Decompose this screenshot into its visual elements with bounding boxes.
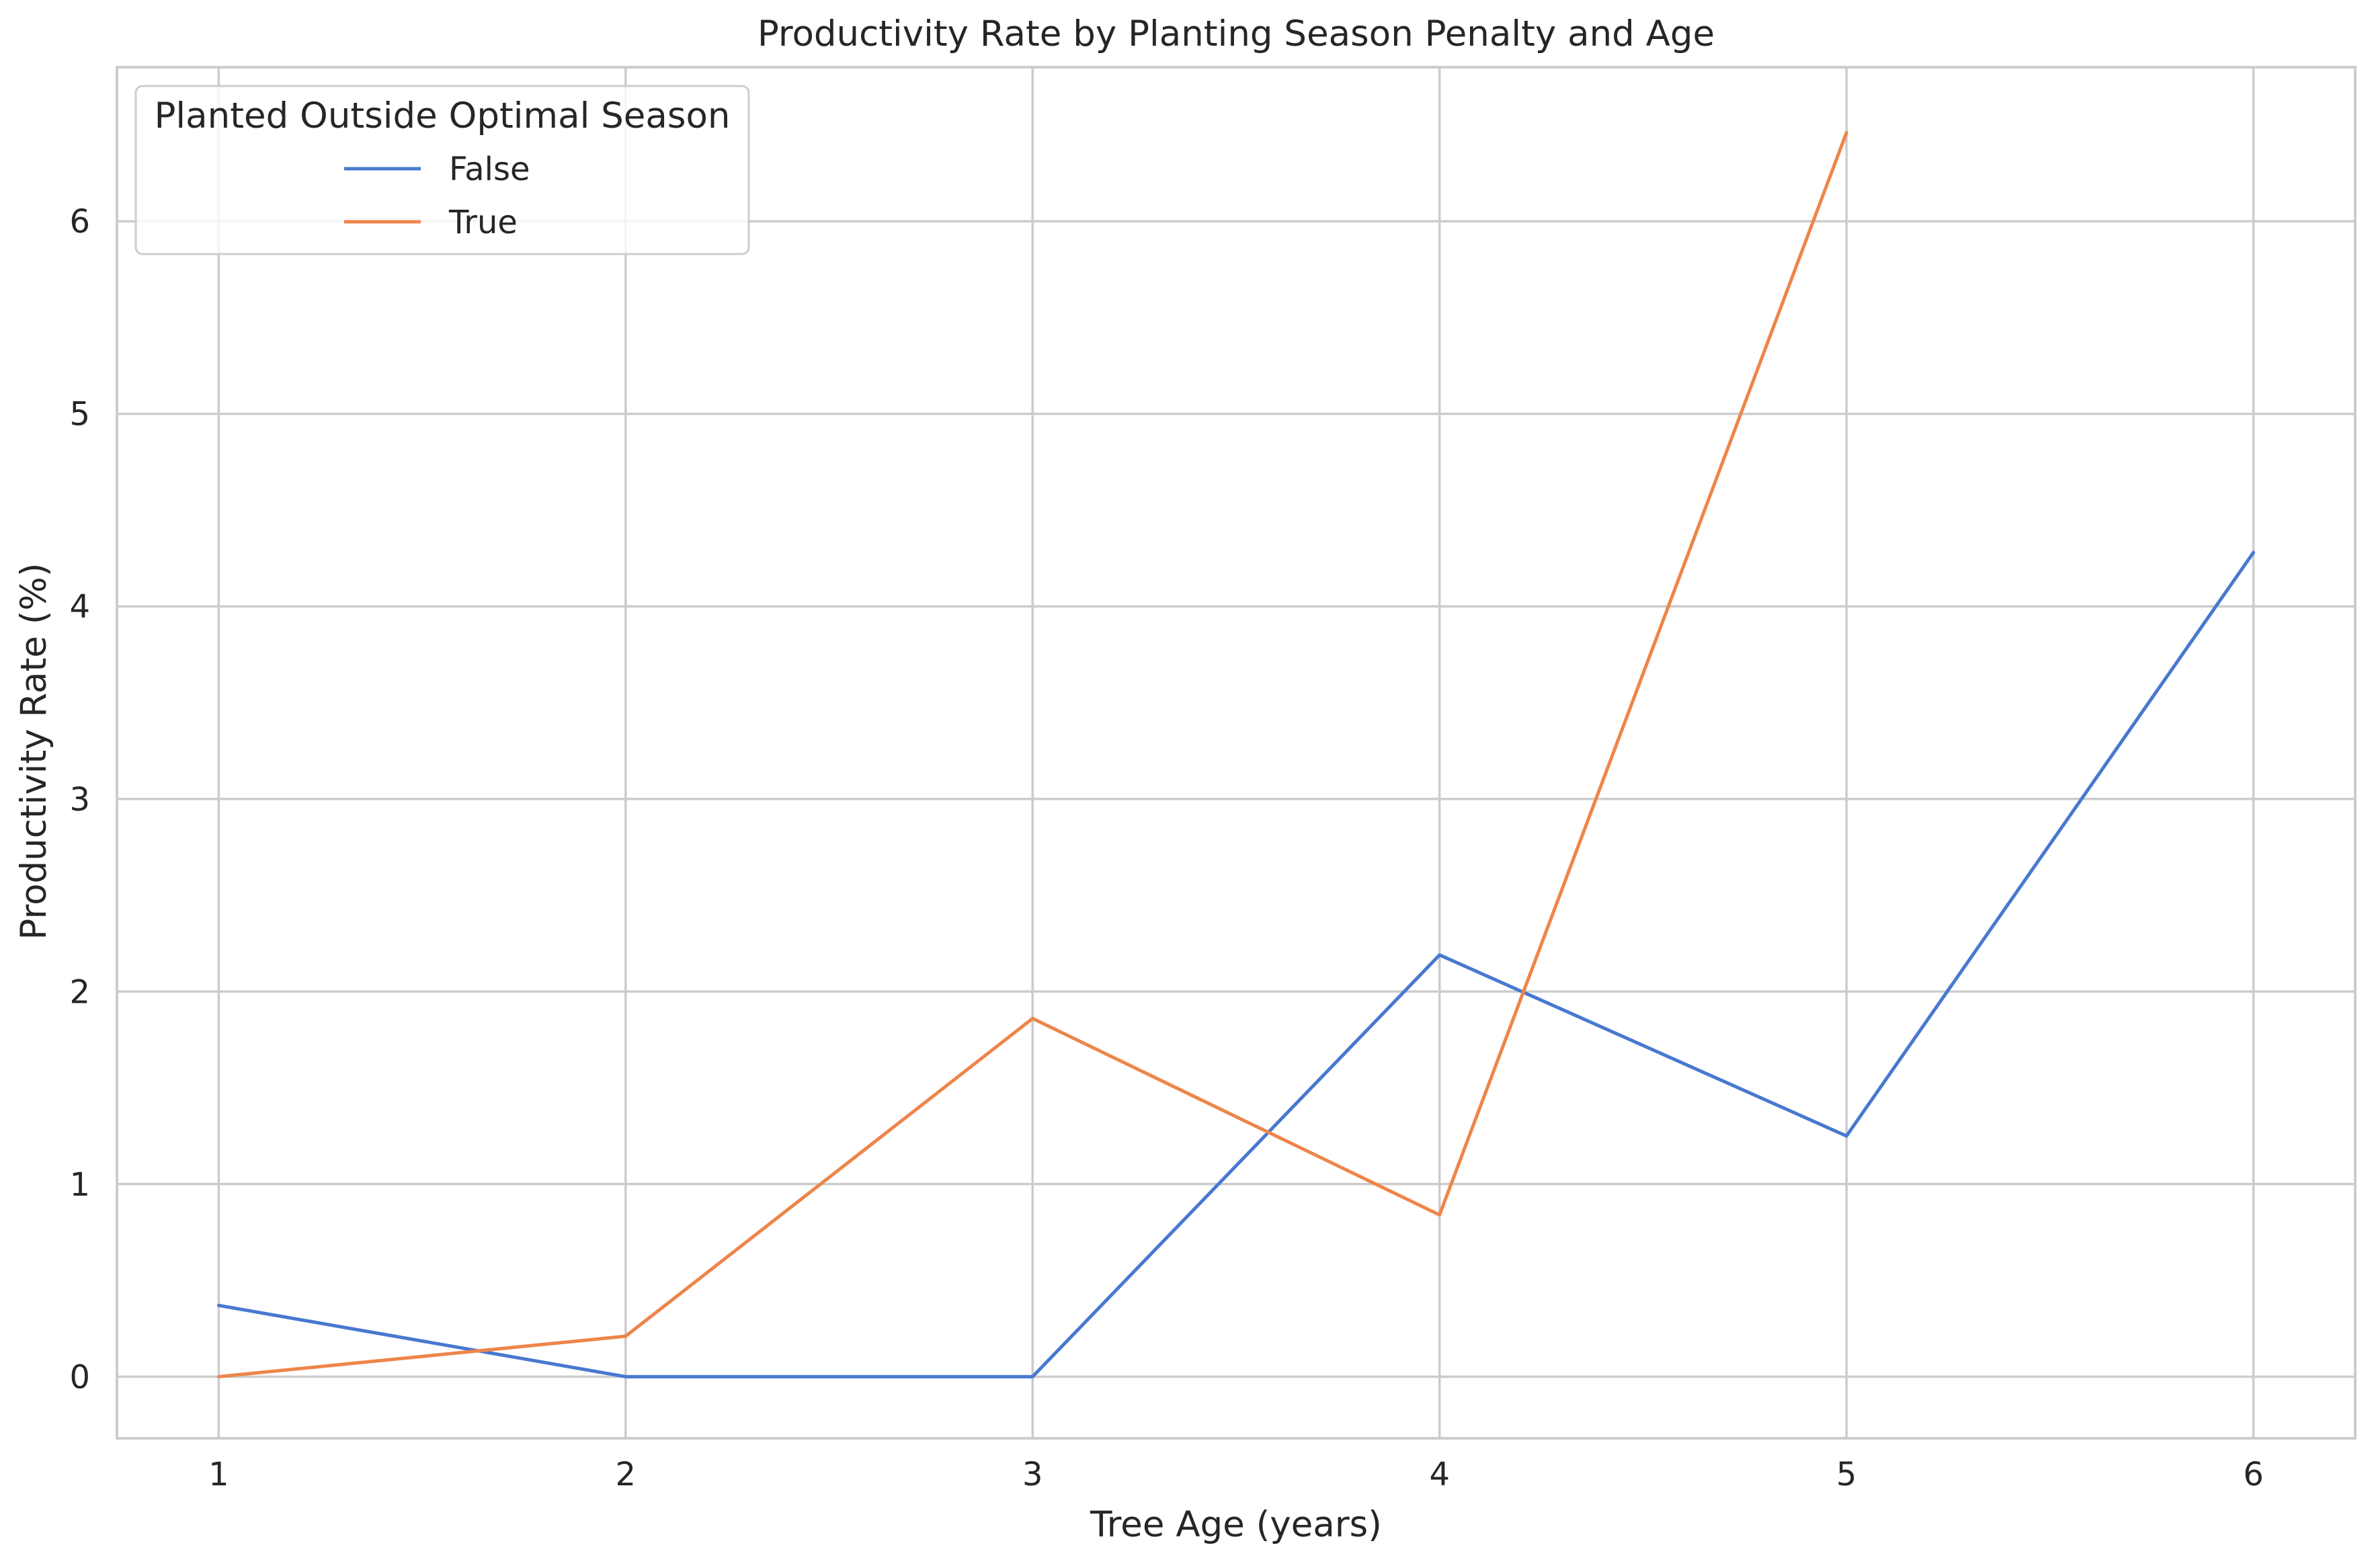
legend-box [134,85,750,255]
legend: Planted Outside Optimal Season False Tru… [134,85,750,255]
chart-title: Productivity Rate by Planting Season Pen… [758,13,1715,54]
x-axis-title: Tree Age (years) [1090,1504,1382,1545]
plot-frame [116,66,2357,1440]
y-tick-label: 4 [69,588,90,626]
series-layer [216,130,2256,1378]
legend-label-true: True [448,204,518,241]
x-tick-label: 5 [1836,1456,1857,1493]
series-line-false [216,550,2256,1378]
legend-title: Planted Outside Optimal Season [154,95,730,136]
y-axis-title: Productivity Rate (%) [13,563,54,940]
x-tick-label: 4 [1429,1456,1450,1493]
tick-labels: 1 2 3 4 5 6 0 1 2 3 4 5 6 [69,203,2263,1493]
x-tick-label: 2 [616,1456,637,1493]
y-tick-label: 3 [69,781,90,819]
y-tick-label: 6 [69,203,90,241]
grid-layer [117,67,2355,1438]
x-tick-label: 3 [1022,1456,1043,1493]
x-tick-label: 1 [208,1456,229,1493]
y-tick-label: 2 [69,973,90,1011]
y-tick-label: 5 [69,396,90,434]
legend-label-false: False [449,151,530,188]
y-tick-label: 1 [69,1166,90,1204]
series-line-true [216,130,1848,1378]
x-tick-label: 6 [2243,1456,2264,1493]
y-tick-label: 0 [69,1358,90,1396]
